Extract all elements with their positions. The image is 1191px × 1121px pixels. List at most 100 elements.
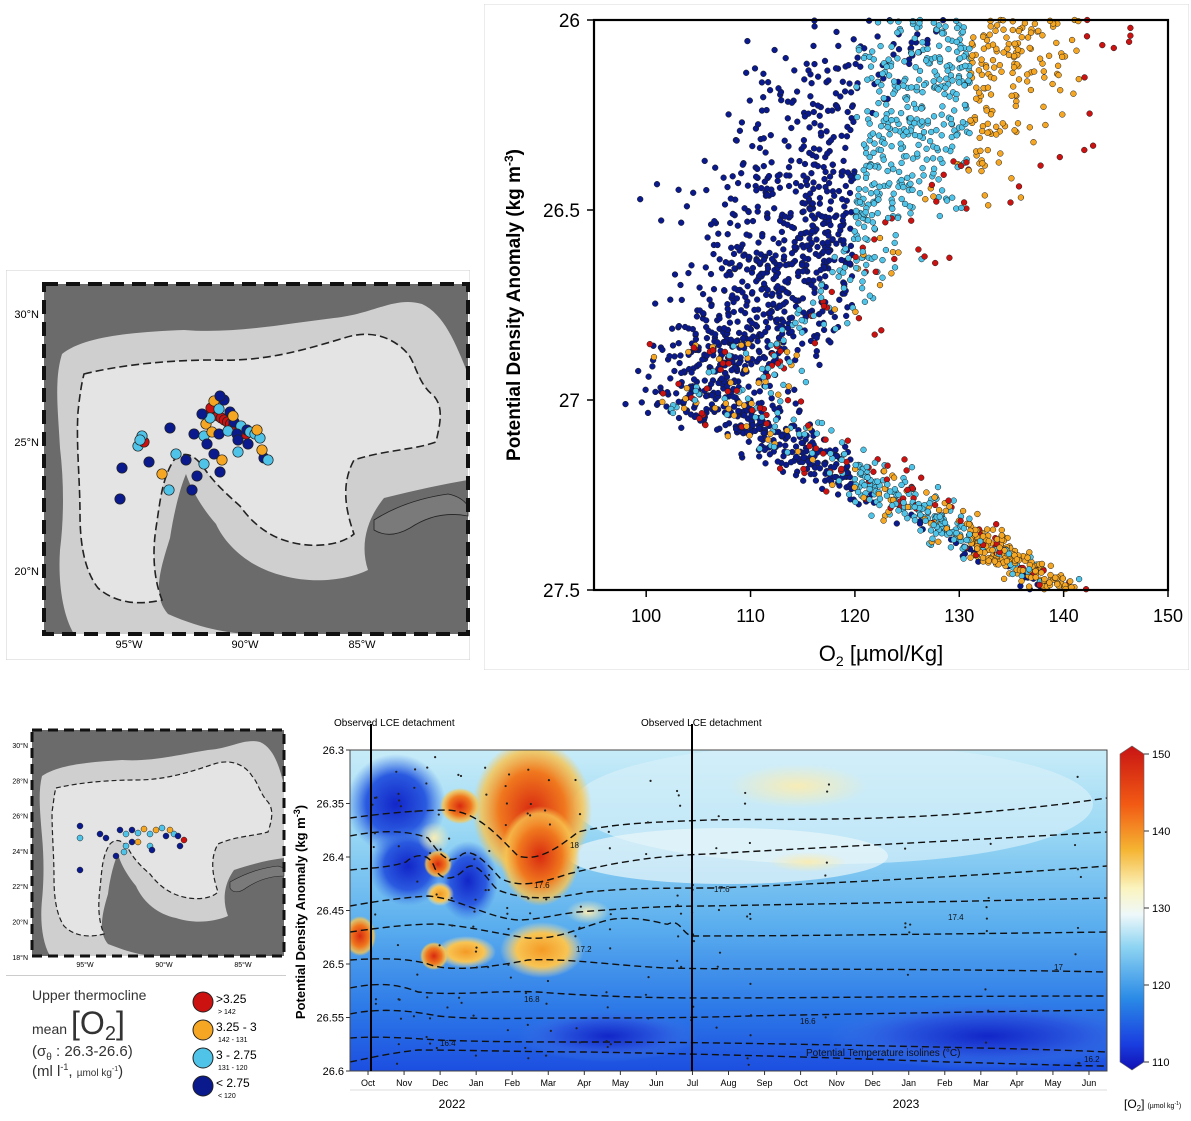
scatter-point [880, 94, 887, 102]
sample-point [426, 766, 429, 769]
scatter-point [881, 140, 888, 147]
temperature-isolines: 18 17.6 17.6 17.4 17.2 17 16.8 16.6 16.4 16.2 [350, 797, 1107, 1067]
station-marker [76, 866, 84, 874]
scatter-point [764, 286, 771, 294]
scatter-point [944, 67, 951, 74]
scatter-point [869, 130, 877, 137]
scatter-point [776, 217, 784, 224]
heatmap-y-tick-label: 26.6 [323, 1066, 344, 1078]
scatter-point [933, 127, 940, 134]
scatter-point [866, 153, 873, 161]
heatmap-x-tick-label: Dec [432, 1078, 449, 1088]
scatter-point [771, 352, 778, 359]
station-marker [208, 448, 220, 460]
sample-point [1074, 953, 1077, 956]
scatter-point [675, 186, 682, 193]
sample-point [374, 998, 378, 1001]
sample-point [549, 1029, 552, 1032]
scatter-point [831, 213, 839, 221]
map-lat-label: 28°N [12, 777, 28, 785]
sample-point [906, 973, 910, 976]
scatter-point [998, 526, 1005, 534]
scatter-point [884, 481, 891, 488]
station-marker [174, 832, 182, 840]
scatter-point [879, 70, 886, 77]
scatter-point [911, 517, 919, 524]
scatter-point [776, 261, 784, 269]
scatter-point [698, 410, 705, 417]
station-marker [96, 830, 104, 838]
scatter-point [764, 324, 772, 331]
sample-point [1076, 868, 1080, 871]
scatter-point [756, 445, 763, 452]
sample-point [743, 802, 747, 805]
scatter-point [678, 219, 685, 226]
scatter-point [995, 159, 1002, 166]
sample-point [473, 910, 476, 913]
scatter-point [725, 360, 732, 367]
scatter-point [996, 61, 1003, 69]
scatter-point [703, 317, 710, 324]
sample-point [579, 905, 582, 908]
sample-point [605, 991, 608, 994]
sample-point [474, 950, 478, 953]
scatter-point [895, 46, 903, 53]
scatter-point [724, 433, 732, 440]
station-marker [134, 829, 142, 837]
scatter-point [829, 268, 836, 276]
scatter-point [836, 296, 843, 303]
scatter-point [841, 264, 848, 271]
scatter-point [757, 259, 764, 266]
scatter-point [814, 459, 821, 467]
scatter-point [726, 352, 733, 359]
heatmap-y-tick-label: 26.35 [316, 799, 344, 811]
temperature-isoline [350, 958, 1107, 973]
scatter-point [855, 47, 863, 54]
scatter-point [708, 392, 716, 399]
sample-point [425, 782, 428, 785]
scatter-point [909, 485, 916, 492]
scatter-point [739, 278, 746, 285]
scatter-point [794, 346, 801, 354]
scatter-point [775, 391, 782, 398]
scatter-point [754, 165, 761, 173]
scatter-point [1075, 575, 1083, 583]
scatter-point [854, 54, 861, 61]
scatter-point [743, 302, 750, 309]
scatter-point [938, 111, 945, 118]
scatter-point [908, 217, 915, 224]
scatter-point [978, 127, 986, 135]
scatter-point [1027, 86, 1035, 94]
sample-point [609, 947, 612, 950]
scatter-point [831, 473, 839, 481]
legend-label: < 2.75 [216, 1076, 250, 1090]
scatter-point [927, 527, 935, 534]
scatter-point [918, 118, 926, 125]
isoline-label: 17.6 [534, 881, 550, 890]
scatter-point [669, 342, 677, 349]
scatter-point [799, 268, 807, 275]
sample-point [746, 915, 749, 918]
scatter-point [749, 407, 756, 414]
scatter-point [817, 129, 825, 136]
scatter-point [1018, 34, 1025, 41]
scatter-point [947, 544, 955, 551]
scatter-point [776, 303, 784, 310]
scatter-point [784, 397, 792, 404]
scatter-point [801, 76, 808, 83]
sample-point [647, 1017, 650, 1020]
sample-point [416, 973, 419, 976]
scatter-point [827, 198, 835, 205]
scatter-point [745, 253, 753, 261]
station-marker [163, 484, 175, 496]
scatter-point [871, 331, 878, 338]
scatter-point [985, 202, 992, 209]
heatmap-y-tick-label: 26.5 [323, 959, 344, 971]
scatter-point [743, 423, 750, 430]
scatter-point [772, 252, 779, 259]
sample-point [676, 959, 679, 962]
sample-point [575, 1027, 578, 1030]
scatter-point [875, 196, 882, 203]
scatter-point [1010, 83, 1017, 90]
scatter-point [963, 159, 970, 166]
